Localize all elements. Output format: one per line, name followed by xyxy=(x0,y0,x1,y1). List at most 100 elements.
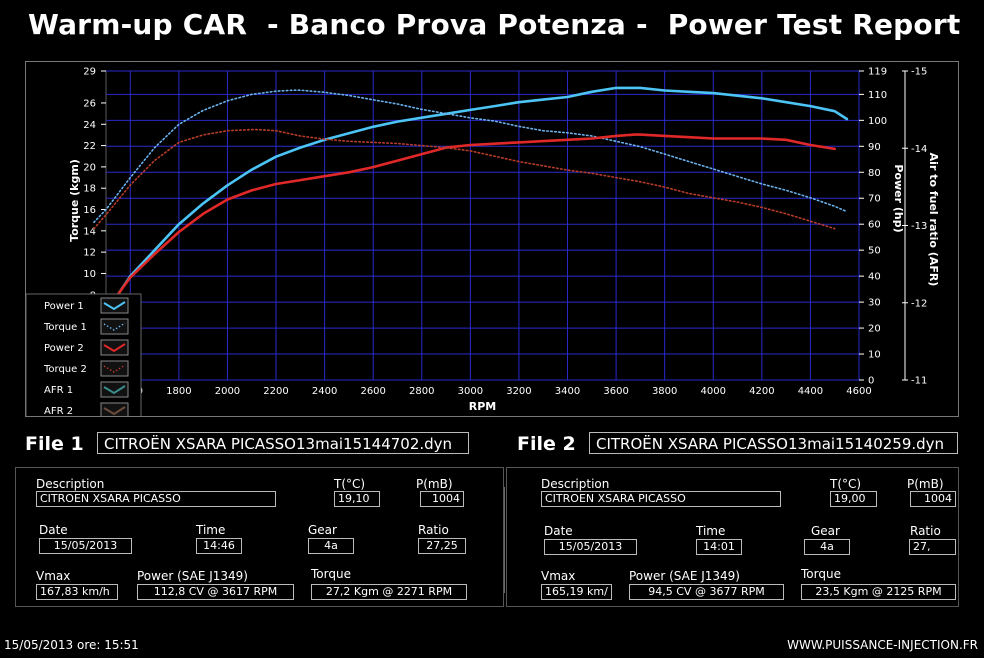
legend-swatch-box xyxy=(100,381,129,398)
file1-time-label: Time xyxy=(196,523,226,537)
x-tick-label: 3400 xyxy=(555,386,580,397)
legend-swatch-line xyxy=(103,364,126,373)
torque-tick-label: 10 xyxy=(83,269,96,280)
torque-tick-label: 14 xyxy=(83,226,96,237)
power-tick-label: 60 xyxy=(868,220,881,231)
torque-tick-label: 12 xyxy=(83,248,96,259)
file1-torque-label: Torque xyxy=(311,567,351,581)
x-tick-label: 4000 xyxy=(701,386,726,397)
chart-series xyxy=(93,86,849,296)
panel-divider xyxy=(504,487,505,593)
file2-gear-value: 4a xyxy=(804,539,850,555)
file2-pressure-label: P(mB) xyxy=(907,477,944,491)
x-tick-label: 2800 xyxy=(409,386,434,397)
x-tick-label: 2200 xyxy=(263,386,288,397)
file1-pressure-value: 1004 xyxy=(420,491,464,507)
series-line-3 xyxy=(116,133,837,296)
file2-date-value: 15/05/2013 xyxy=(544,539,637,555)
power-tick-label: 20 xyxy=(868,324,881,335)
torque-tick-label: 24 xyxy=(83,120,96,131)
file1-power-value: 112,8 CV @ 3617 RPM xyxy=(137,584,294,600)
legend-box xyxy=(25,293,142,423)
file2-time-label: Time xyxy=(696,524,726,538)
file2-torque-label: Torque xyxy=(801,567,841,581)
x-tick-label: 4200 xyxy=(749,386,774,397)
file1-ratio-label: Ratio xyxy=(418,523,449,537)
afr-tick-label: -12 xyxy=(911,298,927,309)
file1-description-label: Description xyxy=(36,477,105,491)
x-tick-label: 3600 xyxy=(603,386,628,397)
afr-tick-label: -14 xyxy=(911,144,927,155)
x-tick-label: 4400 xyxy=(798,386,823,397)
legend-swatch-line xyxy=(103,385,126,395)
power-axis-title: Power (hp) xyxy=(892,164,905,232)
legend-label: Torque 1 xyxy=(43,322,87,333)
file2-time-value: 14:01 xyxy=(696,539,742,555)
legend-swatch-line xyxy=(103,322,126,331)
power-tick-label: 10 xyxy=(868,350,881,361)
torque-tick-label: 29 xyxy=(83,67,96,78)
legend-label: AFR 1 xyxy=(44,385,73,396)
afr-tick-label: -11 xyxy=(911,376,927,387)
file1-gear-label: Gear xyxy=(308,523,337,537)
file1-ratio-value: 27,25 xyxy=(418,538,466,554)
afr-axis-title: Air to fuel ratio (AFR) xyxy=(927,153,940,287)
chart-grid xyxy=(105,70,860,381)
file2-ratio-label: Ratio xyxy=(910,524,941,538)
file1-date-label: Date xyxy=(39,523,68,537)
legend-swatch-box xyxy=(100,339,129,356)
torque-tick-label: 20 xyxy=(83,162,96,173)
power-tick-label: 119 xyxy=(868,67,887,78)
file1-vmax-value: 167,83 km/h xyxy=(36,584,118,600)
file1-date-value: 15/05/2013 xyxy=(39,538,132,554)
power-chart: 1600180020002200240026002800300032003400… xyxy=(25,67,940,423)
torque-tick-label: 22 xyxy=(83,141,96,152)
footer-datetime: 15/05/2013 ore: 15:51 xyxy=(4,638,139,652)
file2-heading: File 2 xyxy=(517,433,576,455)
power-tick-label: 90 xyxy=(868,142,881,153)
file1-gear-value: 4a xyxy=(308,538,354,554)
file2-filename: CITROËN XSARA PICASSO13mai15140259.dyn xyxy=(589,432,958,454)
legend-swatch-line xyxy=(103,301,126,311)
series-line-4 xyxy=(93,128,836,230)
power-tick-label: 100 xyxy=(868,116,887,127)
power-tick-label: 110 xyxy=(868,90,887,101)
file2-power-label: Power (SAE J1349) xyxy=(629,569,740,583)
file1-vmax-label: Vmax xyxy=(36,569,71,583)
power-tick-label: 30 xyxy=(868,298,881,309)
x-tick-label: 3000 xyxy=(458,386,483,397)
x-tick-label: 2600 xyxy=(360,386,385,397)
series-line-2 xyxy=(93,89,848,224)
file2-torque-value: 23,5 Kgm @ 2125 RPM xyxy=(801,584,956,600)
legend-label: Power 1 xyxy=(44,301,84,312)
legend-label: AFR 2 xyxy=(44,406,73,416)
file2-ratio-value: 27, xyxy=(909,539,956,555)
torque-tick-label: 16 xyxy=(83,205,96,216)
file1-temp-value: 19,10 xyxy=(334,491,380,507)
torque-axis-title: Torque (kgm) xyxy=(68,159,81,242)
file1-torque-value: 27,2 Kgm @ 2271 RPM xyxy=(311,584,467,600)
x-tick-label: 4600 xyxy=(846,386,871,397)
file1-temp-label: T(°C) xyxy=(334,477,366,491)
file1-filename: CITROËN XSARA PICASSO13mai15144702.dyn xyxy=(97,432,469,454)
file2-description-label: Description xyxy=(541,477,610,491)
legend-label: Power 2 xyxy=(44,343,84,354)
legend-swatch-line xyxy=(103,343,126,353)
chart-axes: 1600180020002200240026002800300032003400… xyxy=(68,67,940,414)
series-line-1 xyxy=(116,86,849,296)
x-tick-label: 2000 xyxy=(215,386,240,397)
file1-power-label: Power (SAE J1349) xyxy=(137,569,248,583)
legend-swatch-line xyxy=(103,406,126,416)
chart-legend: Power 1 Torque 1 Power 2 Torque 2 AFR 1 AFR 2 xyxy=(25,293,142,423)
file2-panel: Description CITROEN XSARA PICASSO T(°C) … xyxy=(506,467,959,607)
power-tick-label: 70 xyxy=(868,194,881,205)
x-tick-label: 1800 xyxy=(166,386,191,397)
file2-power-value: 94,5 CV @ 3677 RPM xyxy=(629,584,784,600)
file1-pressure-label: P(mB) xyxy=(416,477,453,491)
file1-heading: File 1 xyxy=(25,433,84,455)
plot-area xyxy=(105,70,860,381)
file1-description-value: CITROEN XSARA PICASSO xyxy=(36,491,276,507)
torque-tick-label: 26 xyxy=(83,98,96,109)
footer-website: WWW.PUISSANCE-INJECTION.FR xyxy=(787,638,978,652)
file1-time-value: 14:46 xyxy=(196,538,242,554)
